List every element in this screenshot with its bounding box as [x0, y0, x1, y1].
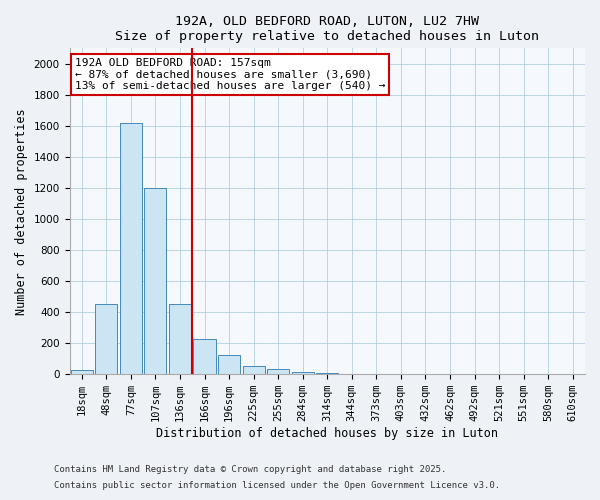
Bar [145, 188, 166, 374]
Bar [120, 123, 142, 374]
Text: 192A OLD BEDFORD ROAD: 157sqm
← 87% of detached houses are smaller (3,690)
13% o: 192A OLD BEDFORD ROAD: 157sqm ← 87% of d… [74, 58, 385, 92]
Bar [242, 366, 265, 374]
Bar [218, 355, 240, 374]
Bar [267, 369, 289, 374]
X-axis label: Distribution of detached houses by size in Luton: Distribution of detached houses by size … [156, 427, 498, 440]
Bar [292, 372, 314, 374]
Bar [193, 340, 215, 374]
Bar [71, 370, 93, 374]
Bar [95, 304, 118, 374]
Y-axis label: Number of detached properties: Number of detached properties [15, 108, 28, 314]
Bar [316, 372, 338, 374]
Text: Contains HM Land Registry data © Crown copyright and database right 2025.: Contains HM Land Registry data © Crown c… [54, 466, 446, 474]
Text: Contains public sector information licensed under the Open Government Licence v3: Contains public sector information licen… [54, 480, 500, 490]
Title: 192A, OLD BEDFORD ROAD, LUTON, LU2 7HW
Size of property relative to detached hou: 192A, OLD BEDFORD ROAD, LUTON, LU2 7HW S… [115, 15, 539, 43]
Bar [169, 304, 191, 374]
